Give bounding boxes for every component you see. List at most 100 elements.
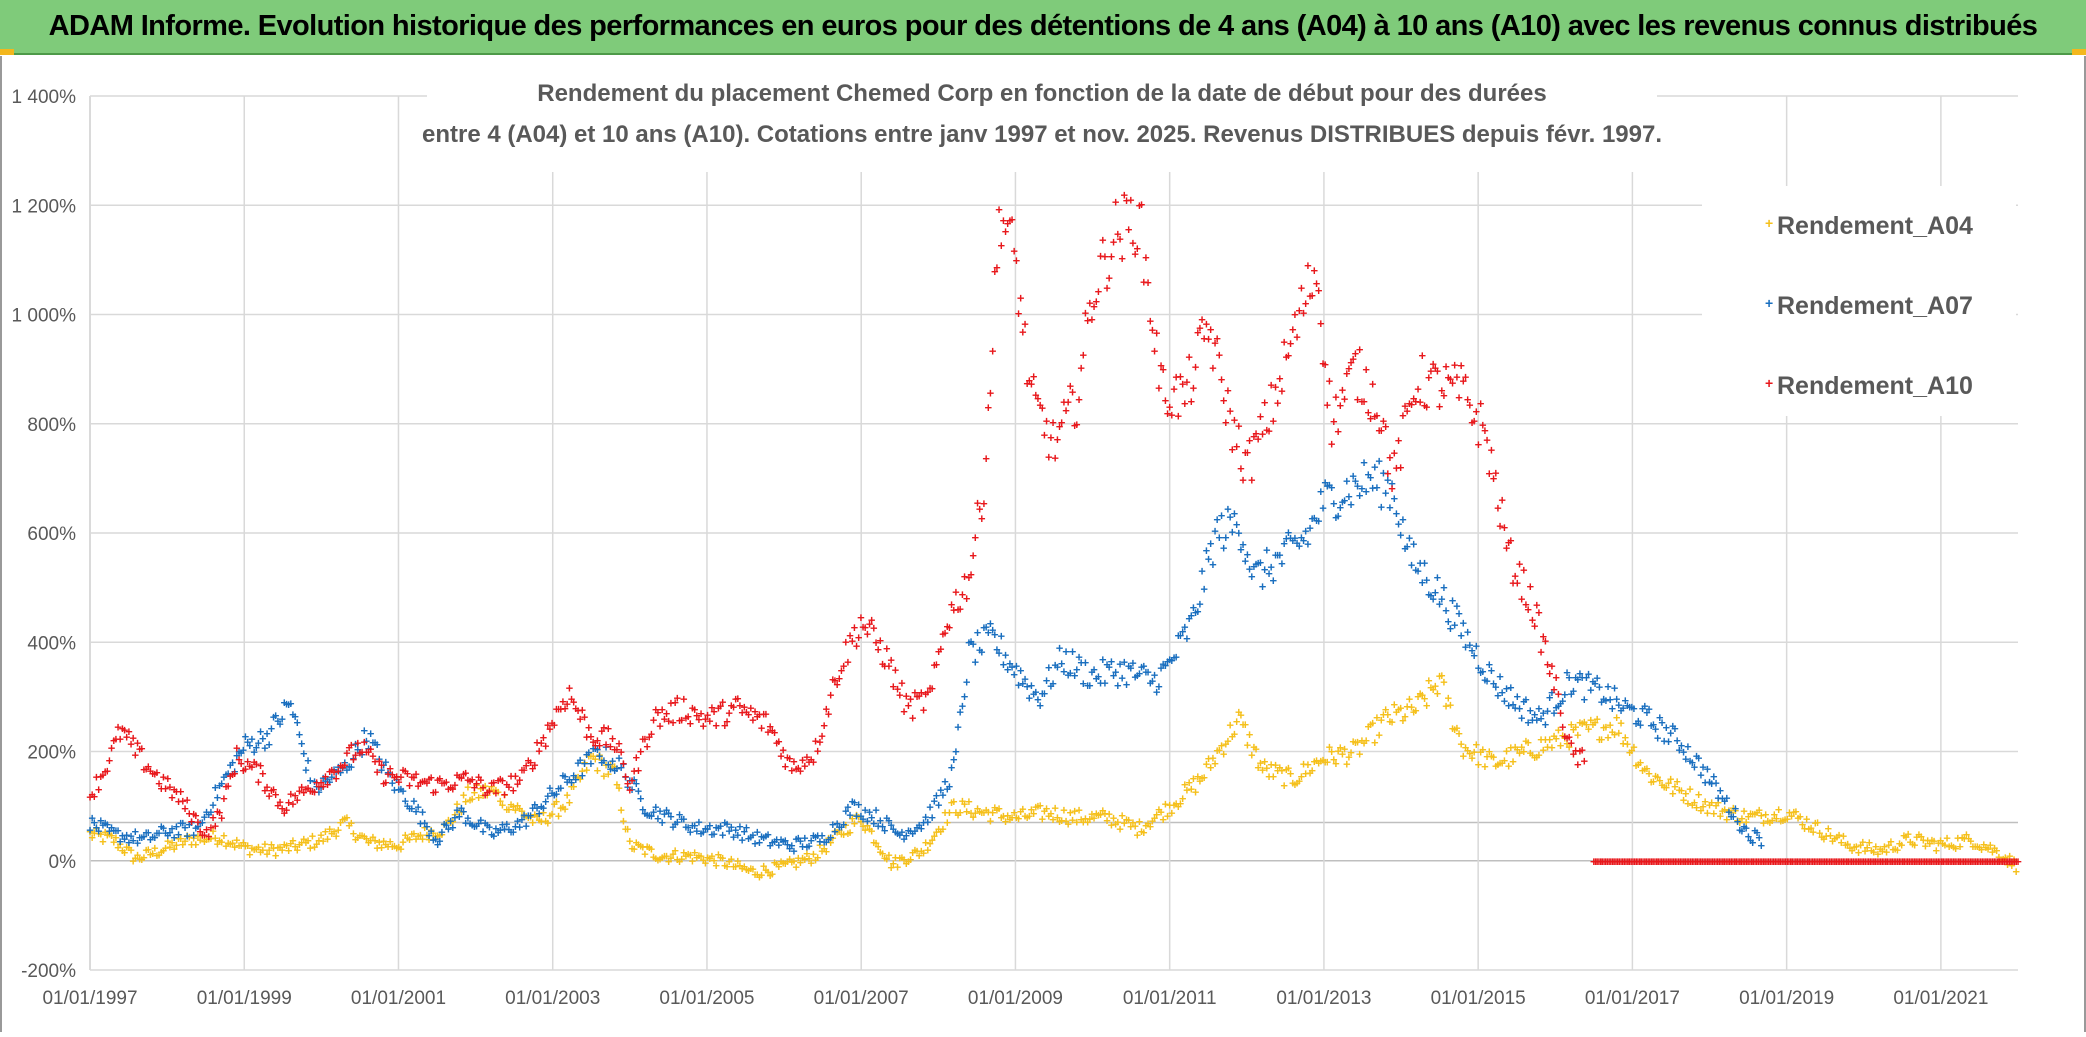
data-point: + <box>1388 481 1396 496</box>
data-point: + <box>831 824 839 839</box>
data-point: + <box>248 840 256 855</box>
data-point: + <box>1051 801 1059 816</box>
data-point: + <box>1542 717 1550 732</box>
data-point: + <box>1829 833 1837 848</box>
data-point: + <box>451 810 459 825</box>
data-point: + <box>1518 740 1526 755</box>
data-point: + <box>432 832 440 847</box>
data-point: + <box>870 835 878 850</box>
y-tick-label: 600% <box>27 524 76 545</box>
data-point: + <box>294 715 302 730</box>
data-point: + <box>1956 839 1964 854</box>
legend-marker-a07: + <box>1765 295 1773 311</box>
data-point: + <box>289 833 297 848</box>
data-point: + <box>360 829 368 844</box>
data-point: + <box>274 840 282 855</box>
data-point: + <box>1101 675 1109 690</box>
data-point: + <box>538 814 546 829</box>
data-point: + <box>1639 763 1647 778</box>
data-point: + <box>88 830 96 845</box>
data-point: + <box>1494 757 1502 772</box>
data-point: + <box>881 850 889 865</box>
data-point: + <box>1490 750 1498 765</box>
data-point: + <box>1216 347 1224 362</box>
data-point: + <box>1159 812 1167 827</box>
data-point: + <box>596 747 604 762</box>
data-point: + <box>946 805 954 820</box>
data-point: + <box>1015 811 1023 826</box>
data-point: + <box>1028 802 1036 817</box>
data-point: + <box>1710 806 1718 821</box>
data-point: + <box>490 829 498 844</box>
data-point: + <box>205 832 213 847</box>
data-point: + <box>1751 807 1759 822</box>
data-point: + <box>1455 726 1463 741</box>
data-point: + <box>1110 810 1118 825</box>
data-point: + <box>1788 808 1796 823</box>
data-point: + <box>313 779 321 794</box>
data-point: + <box>183 828 191 843</box>
y-tick-label: 0% <box>49 852 77 873</box>
data-point: + <box>1123 812 1131 827</box>
data-point: + <box>697 848 705 863</box>
data-point: + <box>1023 810 1031 825</box>
data-point: + <box>296 837 304 852</box>
data-point: + <box>712 858 720 873</box>
data-point: + <box>425 832 433 847</box>
data-point: + <box>1492 758 1500 773</box>
data-point: + <box>261 740 269 755</box>
data-point: + <box>1289 776 1297 791</box>
data-point: + <box>166 825 174 840</box>
data-point: + <box>1118 808 1126 823</box>
data-point: + <box>458 801 466 816</box>
data-point: + <box>1008 810 1016 825</box>
data-point: + <box>574 770 582 785</box>
data-point: + <box>1978 842 1986 857</box>
data-point: + <box>1395 433 1403 448</box>
data-point: + <box>259 842 267 857</box>
data-point: + <box>654 853 662 868</box>
data-point: + <box>1619 736 1627 751</box>
data-point: + <box>650 849 658 864</box>
data-point: + <box>1371 735 1379 750</box>
data-point: + <box>181 820 189 835</box>
x-tick-label: 01/01/1999 <box>197 988 292 1009</box>
data-point: + <box>1783 812 1791 827</box>
data-point: + <box>95 782 103 797</box>
data-point: + <box>315 785 323 800</box>
data-point: + <box>732 859 740 874</box>
data-point: + <box>1064 816 1072 831</box>
data-point: + <box>1814 815 1822 830</box>
data-point: + <box>1900 828 1908 843</box>
data-point: + <box>155 825 163 840</box>
data-point: + <box>157 845 165 860</box>
data-point: + <box>296 727 304 742</box>
data-point: + <box>376 835 384 850</box>
data-point: + <box>924 842 932 857</box>
data-point: + <box>721 858 729 873</box>
data-point: + <box>214 836 222 851</box>
data-point: + <box>91 826 99 841</box>
data-point: + <box>503 817 511 832</box>
data-point: + <box>410 826 418 841</box>
data-point: + <box>866 822 874 837</box>
data-point: + <box>680 692 688 707</box>
data-point: + <box>1293 329 1301 344</box>
data-point: + <box>233 748 241 763</box>
data-point: + <box>274 714 282 729</box>
data-point: + <box>818 843 826 858</box>
data-point: + <box>1030 369 1038 384</box>
data-point: + <box>1056 814 1064 829</box>
report-banner: ADAM Informe. Evolution historique des p… <box>0 0 2086 55</box>
data-point: + <box>1928 832 1936 847</box>
data-point: + <box>1954 831 1962 846</box>
data-point: + <box>1483 749 1491 764</box>
data-point: + <box>792 859 800 874</box>
data-point: + <box>233 832 241 847</box>
data-point: + <box>1984 842 1992 857</box>
data-point: + <box>1684 739 1692 754</box>
data-point: + <box>207 831 215 846</box>
data-point: + <box>952 744 960 759</box>
data-point: + <box>928 681 936 696</box>
data-point: + <box>816 838 824 853</box>
